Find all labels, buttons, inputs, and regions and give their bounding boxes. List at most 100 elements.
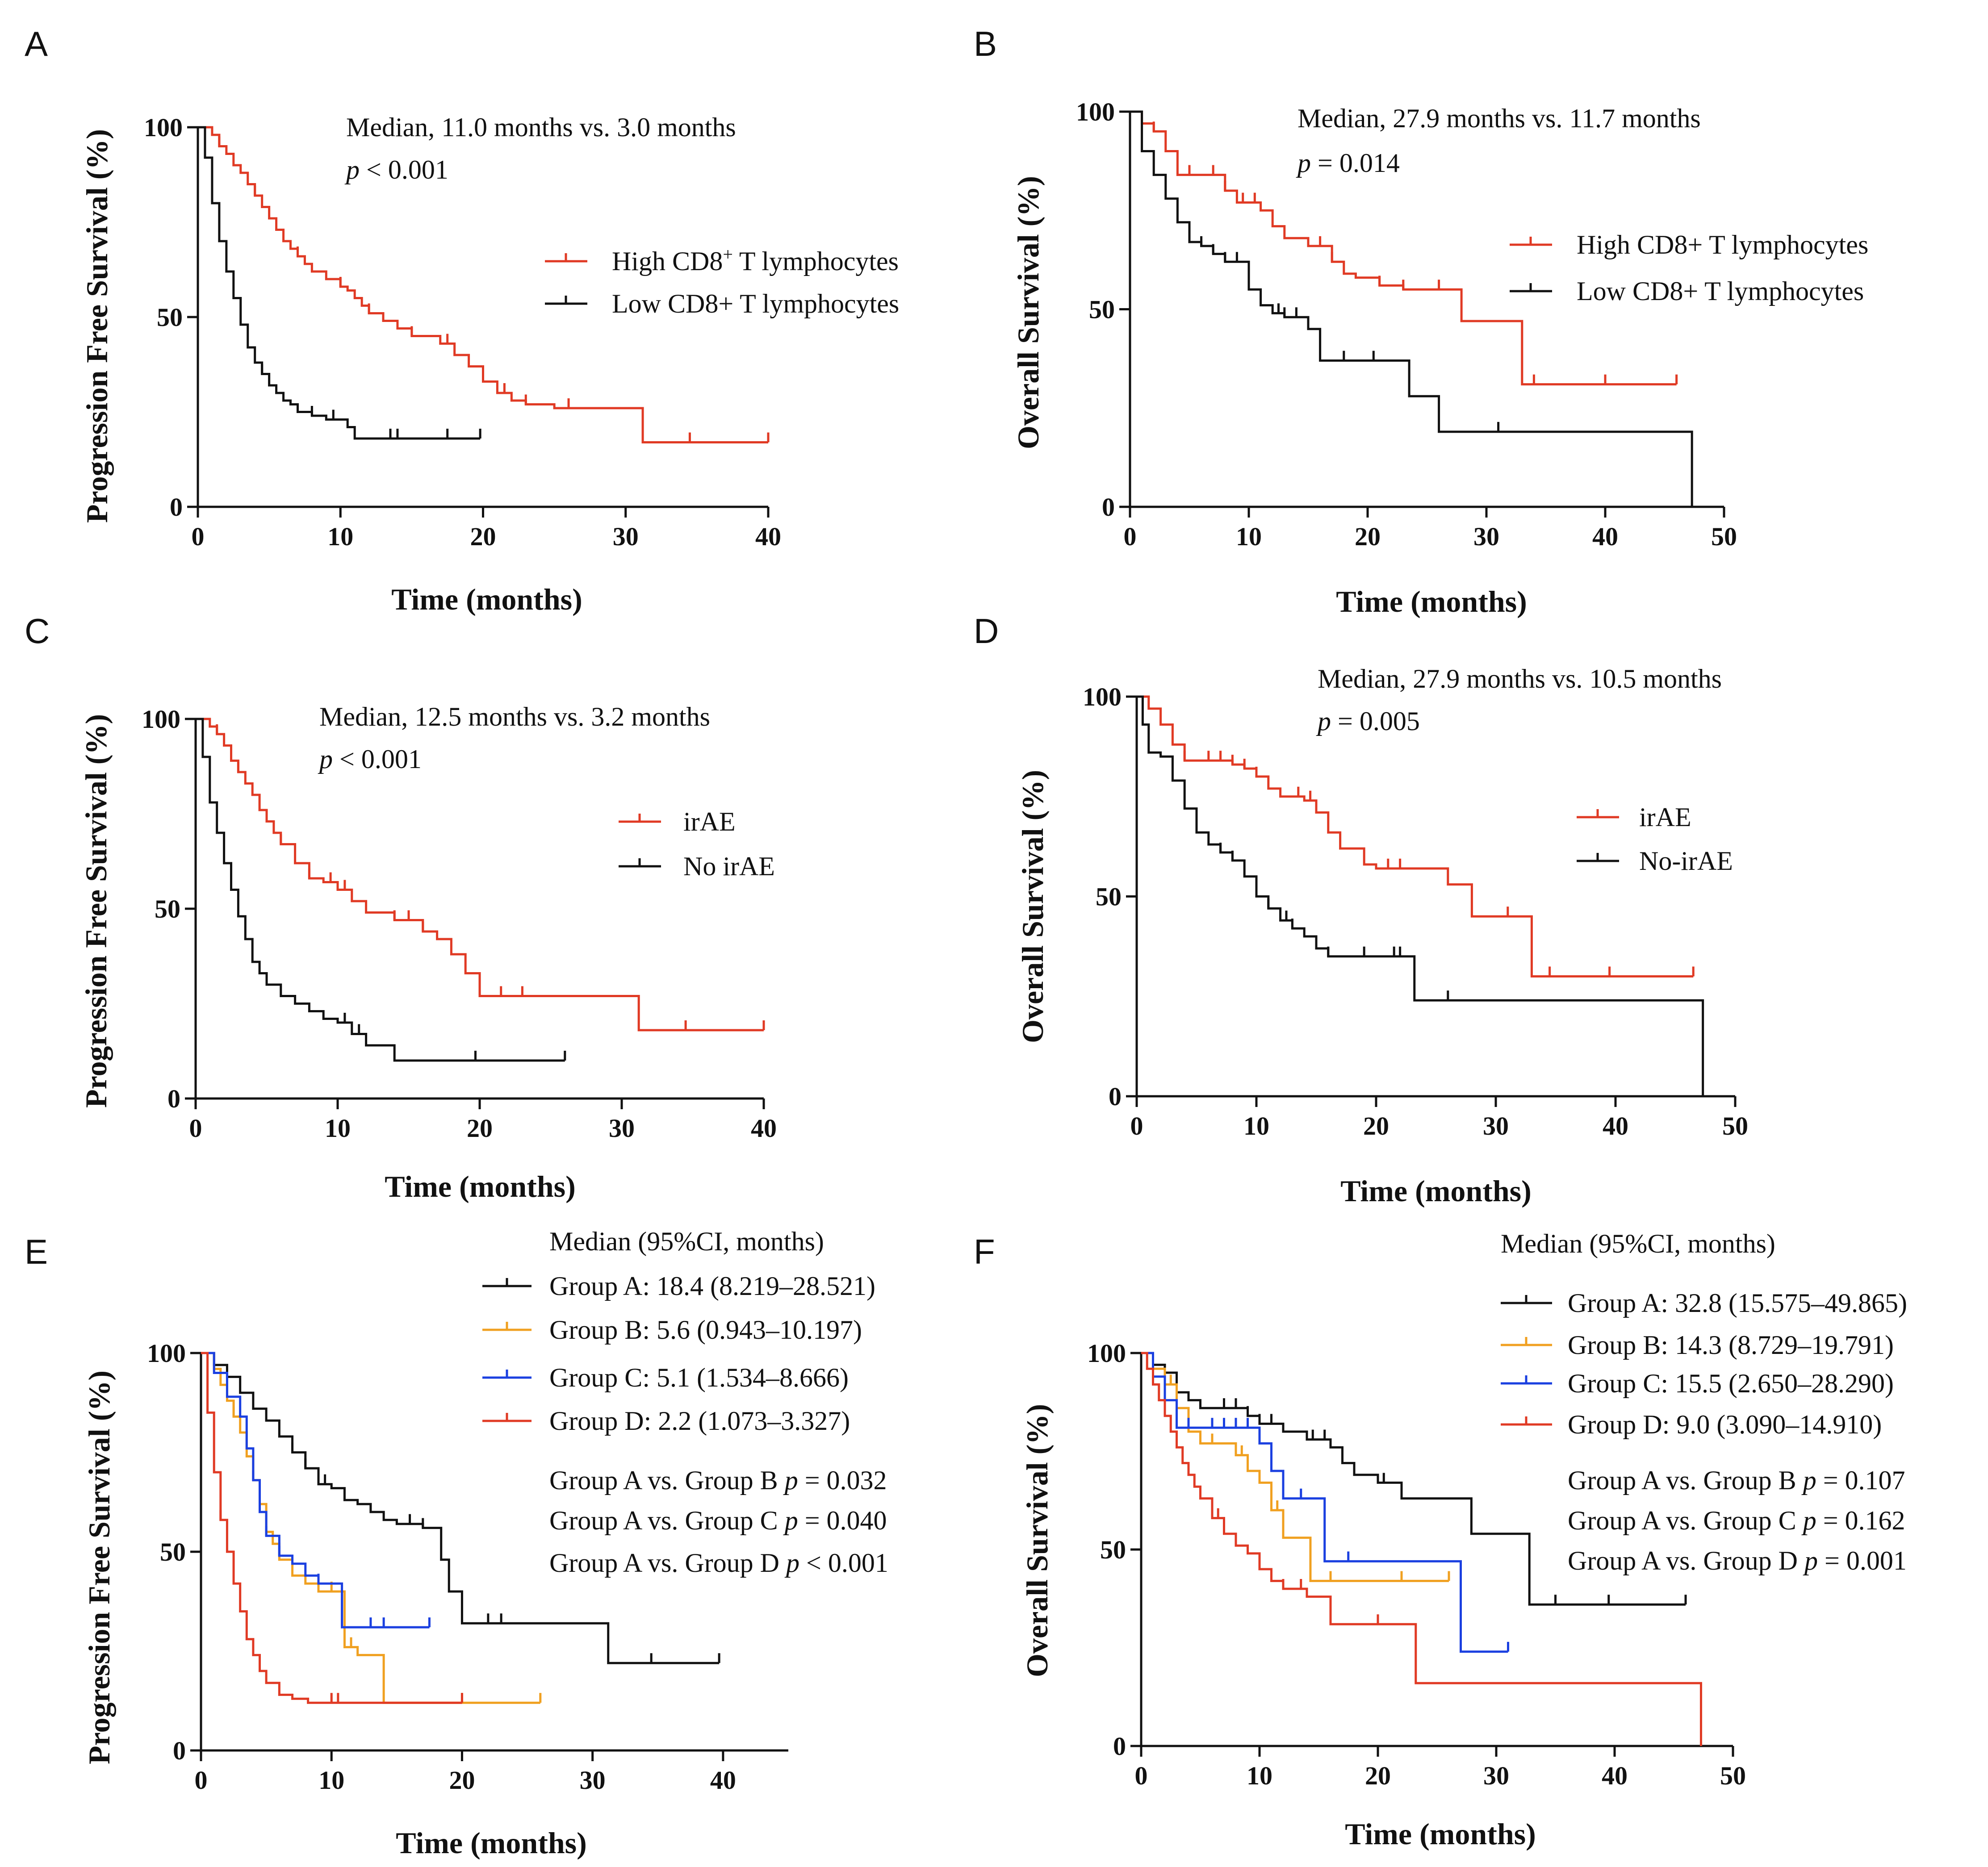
panel-b-legend-swatch-low [1510, 283, 1552, 292]
panel-b-p-number: = 0.014 [1311, 148, 1400, 178]
panel-d-y-tick-label: 100 [1083, 682, 1122, 711]
panel-e-legend-label-a: Group A: 18.4 (8.219–28.521) [549, 1271, 875, 1301]
panel-c-x-tick-label: 30 [609, 1114, 635, 1143]
panel-f-legend-label-d: Group D: 9.0 (3.090–14.910) [1568, 1410, 1882, 1439]
panel-f-legend-label-c: Group C: 15.5 (2.650–28.290) [1568, 1369, 1894, 1398]
panel-c-x-tick-label: 40 [751, 1114, 777, 1143]
panel-b-p-value: p = 0.014 [1296, 148, 1400, 178]
panel-f-y-tick-label: 100 [1087, 1339, 1126, 1368]
panel-e-legend-label-b: Group B: 5.6 (0.943–10.197) [549, 1315, 862, 1345]
panel-d-legend-swatch-irae [1577, 809, 1619, 819]
panel-f-legend-swatch-d [1501, 1416, 1552, 1426]
panel-f-comparison-ad: Group A vs. Group D p = 0.001 [1568, 1546, 1907, 1575]
panel-a-legend-swatch-high [545, 253, 587, 263]
panel-e-plot: 0 10 20 30 40 0 50 100 [147, 1339, 788, 1795]
panel-b-y-tick-label: 100 [1076, 97, 1115, 126]
panel-e-series-2-curve [201, 1352, 540, 1704]
panel-d-letter: D [974, 611, 999, 651]
panel-e-comparison-ac-p: p [783, 1506, 798, 1535]
panel-e-x-tick-label: 10 [318, 1766, 344, 1795]
panel-f-x-tick-label: 10 [1247, 1761, 1272, 1790]
panel-b-y-tick-label: 0 [1102, 493, 1115, 522]
panel-b-x-tick-label: 30 [1473, 522, 1499, 551]
panel-c-y-tick-label: 50 [155, 894, 180, 923]
panel-b-letter: B [974, 24, 997, 63]
panel-d-y-axis-title: Overall Survival (%) [1016, 770, 1050, 1043]
panel-f-x-tick-label: 40 [1602, 1761, 1628, 1790]
panel-b-y-tick-label: 50 [1089, 295, 1115, 324]
panel-e-comparison-ac: Group A vs. Group C p = 0.040 [549, 1506, 887, 1535]
panel-a-median-text: Median, 11.0 months vs. 3.0 months [346, 113, 736, 142]
panel-d-median-text: Median, 27.9 months vs. 10.5 months [1318, 664, 1722, 693]
panel-b-p-symbol: p [1296, 148, 1311, 178]
panel-b-series-2-curve [1130, 110, 1693, 507]
panel-c-p-value: p < 0.001 [318, 744, 422, 774]
panel-f-comparison-ac-value: = 0.162 [1816, 1506, 1905, 1535]
panel-a-y-axis-title: Progression Free Survival (%) [80, 129, 114, 523]
panel-c-x-tick-label: 0 [189, 1114, 202, 1143]
panel-d-y-tick-label: 0 [1109, 1082, 1122, 1111]
panel-f-letter: F [974, 1232, 995, 1271]
panel-d-series-2-curve [1137, 695, 1704, 1096]
panel-c-y-tick-label: 0 [167, 1084, 180, 1113]
panel-a-y-tick-label: 50 [157, 303, 183, 332]
panel-c-x-tick-label: 10 [325, 1114, 351, 1143]
panel-e-x-tick-label: 40 [710, 1766, 736, 1795]
panel-f-legend-swatch-b [1501, 1337, 1552, 1346]
panel-e-comparison-ac-text: Group A vs. Group C [549, 1506, 785, 1535]
panel-e-y-tick-label: 0 [173, 1736, 186, 1765]
panel-e-legend-swatch-d [482, 1413, 532, 1422]
panel-b-legend-label-high: High CD8+ T lymphocytes [1577, 230, 1868, 259]
panel-e-y-tick-label: 50 [160, 1537, 186, 1566]
panel-e-comparison-ad-value: < 0.001 [799, 1548, 888, 1578]
panel-e-y-tick-label: 100 [147, 1339, 186, 1368]
panel-e-series-4-curve [201, 1352, 462, 1704]
panel-c-legend-label-no-irae: No irAE [683, 852, 775, 881]
panel-c-p-symbol: p [318, 744, 333, 774]
panel-d-legend: irAE No-irAE [1577, 802, 1733, 876]
panel-d-legend-swatch-no-irae [1577, 853, 1619, 862]
panel-f-comparison-ad-value: = 0.001 [1818, 1546, 1907, 1575]
panel-d-p-value: p = 0.005 [1316, 706, 1420, 736]
panel-e-x-tick-label: 30 [580, 1766, 606, 1795]
panel-e-legend-swatch-b [482, 1322, 532, 1331]
panel-c-legend-swatch-no-irae [619, 858, 661, 868]
panel-c-y-axis-title: Progression Free Survival (%) [79, 714, 113, 1108]
panel-a-legend-label-low: Low CD8+ T lymphocytes [612, 289, 899, 318]
panel-b-median-text: Median, 27.9 months vs. 11.7 months [1297, 104, 1701, 133]
panel-d-x-tick-label: 10 [1243, 1111, 1269, 1140]
panel-d-p-number: = 0.005 [1331, 706, 1420, 736]
panel-a: A 0 10 20 30 40 0 50 100 Time (months) Progress… [25, 24, 899, 616]
panel-b-y-axis-title: Overall Survival (%) [1011, 176, 1045, 449]
panel-b-x-tick-label: 20 [1355, 522, 1381, 551]
panel-f-legend-label-a: Group A: 32.8 (15.575–49.865) [1568, 1288, 1907, 1318]
panel-d-x-tick-label: 40 [1603, 1111, 1628, 1140]
panel-f-y-tick-label: 50 [1100, 1535, 1126, 1564]
panel-e-legend-swatch-a [482, 1278, 532, 1287]
panel-e-legend-label-c: Group C: 5.1 (1.534–8.666) [549, 1363, 849, 1392]
panel-d-series-1-curve [1137, 695, 1694, 977]
panel-c-plot: 0 10 20 30 40 0 50 100 [142, 705, 777, 1143]
panel-f-comparison-ac-p: p [1801, 1506, 1816, 1535]
panel-e-comparison-ab: Group A vs. Group B p = 0.032 [549, 1466, 887, 1495]
panel-d-p-symbol: p [1316, 706, 1331, 736]
panel-e-letter: E [25, 1232, 48, 1271]
panel-f-comparison-ab-p: p [1801, 1466, 1816, 1495]
panel-a-p-symbol: p [344, 155, 360, 184]
panel-b-legend-swatch-high [1510, 237, 1552, 246]
panel-f-comparison-ab-value: = 0.107 [1816, 1466, 1905, 1495]
panel-f-legend: Median (95%CI, months) Group A: 32.8 (15… [1501, 1229, 1907, 1575]
panel-a-series-1-curve [198, 126, 768, 443]
panel-f-series-3-curve [1141, 1352, 1508, 1653]
panel-f: F 0 10 20 30 40 50 0 50 100 Time (months) Overal… [974, 1229, 1907, 1851]
panel-f-y-tick-label: 0 [1113, 1732, 1126, 1761]
panel-b-plot: 0 10 20 30 40 50 0 50 100 [1076, 97, 1737, 551]
panel-e-x-axis-title: Time (months) [396, 1826, 587, 1860]
panel-f-x-tick-label: 30 [1483, 1761, 1509, 1790]
panel-b-series-1-curve [1130, 110, 1677, 386]
panel-f-legend-label-b: Group B: 14.3 (8.729–19.791) [1568, 1330, 1894, 1360]
panel-a-x-tick-label: 40 [755, 522, 781, 551]
panel-e-comparison-ad: Group A vs. Group D p < 0.001 [549, 1548, 888, 1578]
